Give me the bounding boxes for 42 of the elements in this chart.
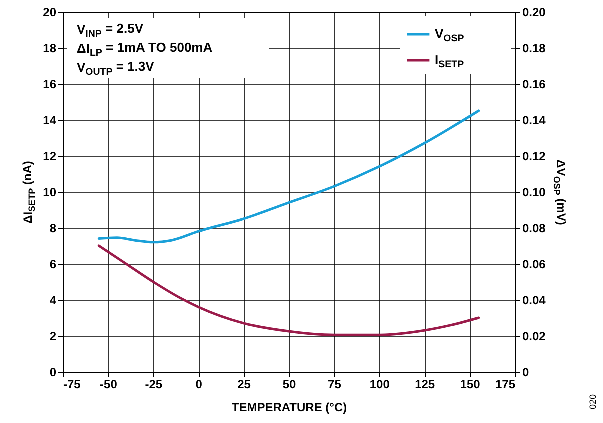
- legend-label: V$_{OSP}$: [435, 26, 465, 44]
- text: 020: [588, 394, 598, 410]
- x-tick-label: 150: [460, 378, 481, 392]
- y-tick-label: 16: [43, 78, 57, 92]
- y2-tick-label: 0.14: [522, 114, 546, 128]
- annotation: V$_{OUTP}$ = 1.3V: [77, 59, 155, 78]
- y-tick-label: 20: [43, 6, 57, 20]
- x-tick-label: 125: [415, 378, 436, 392]
- annotation: ΔI$_{LP}$ = 1mA TO 500mA: [77, 40, 214, 59]
- x-tick-label: 0: [196, 378, 203, 392]
- y2-tick-label: 0: [522, 366, 530, 380]
- legend-label: I$_{SETP}$: [435, 52, 465, 70]
- y-tick-label: 2: [50, 330, 57, 344]
- line-series: [98, 110, 480, 244]
- y2-tick-label: 0.10: [522, 186, 546, 200]
- y2-tick-label: 0.02: [522, 330, 546, 344]
- annotation: V$_{INP}$ = 2.5V: [77, 21, 144, 40]
- y2-tick-label: 0.08: [522, 222, 546, 236]
- y-tick-label: 8: [50, 222, 57, 236]
- y2-tick-label: 0.06: [522, 258, 546, 272]
- y2-tick-label: 0.12: [522, 150, 546, 164]
- x-tick-label: -75: [64, 378, 82, 392]
- y-tick-label: 0: [50, 366, 57, 380]
- y2-tick-label: 0.16: [522, 78, 546, 92]
- x-axis-title: TEMPERATURE (°C): [232, 400, 348, 414]
- line-series: [98, 244, 480, 336]
- x-tick-label: 75: [328, 378, 342, 392]
- y-tick-label: 4: [50, 294, 57, 308]
- y2-tick-label: 0.04: [522, 294, 546, 308]
- y-tick-label: 12: [43, 150, 57, 164]
- x-tick-label: 50: [282, 378, 296, 392]
- x-tick-label: 175: [495, 378, 516, 392]
- x-tick-label: 25: [238, 378, 252, 392]
- x-tick-label: -50: [100, 378, 118, 392]
- y2-tick-label: 0.18: [522, 42, 546, 56]
- y-tick-label: 18: [43, 42, 57, 56]
- y-tick-label: 14: [43, 114, 57, 128]
- x-tick-label: -25: [145, 378, 163, 392]
- y-tick-label: 10: [43, 186, 57, 200]
- y-tick-label: 6: [50, 258, 57, 272]
- x-tick-label: 100: [370, 378, 390, 392]
- y2-tick-label: 0.20: [522, 6, 546, 20]
